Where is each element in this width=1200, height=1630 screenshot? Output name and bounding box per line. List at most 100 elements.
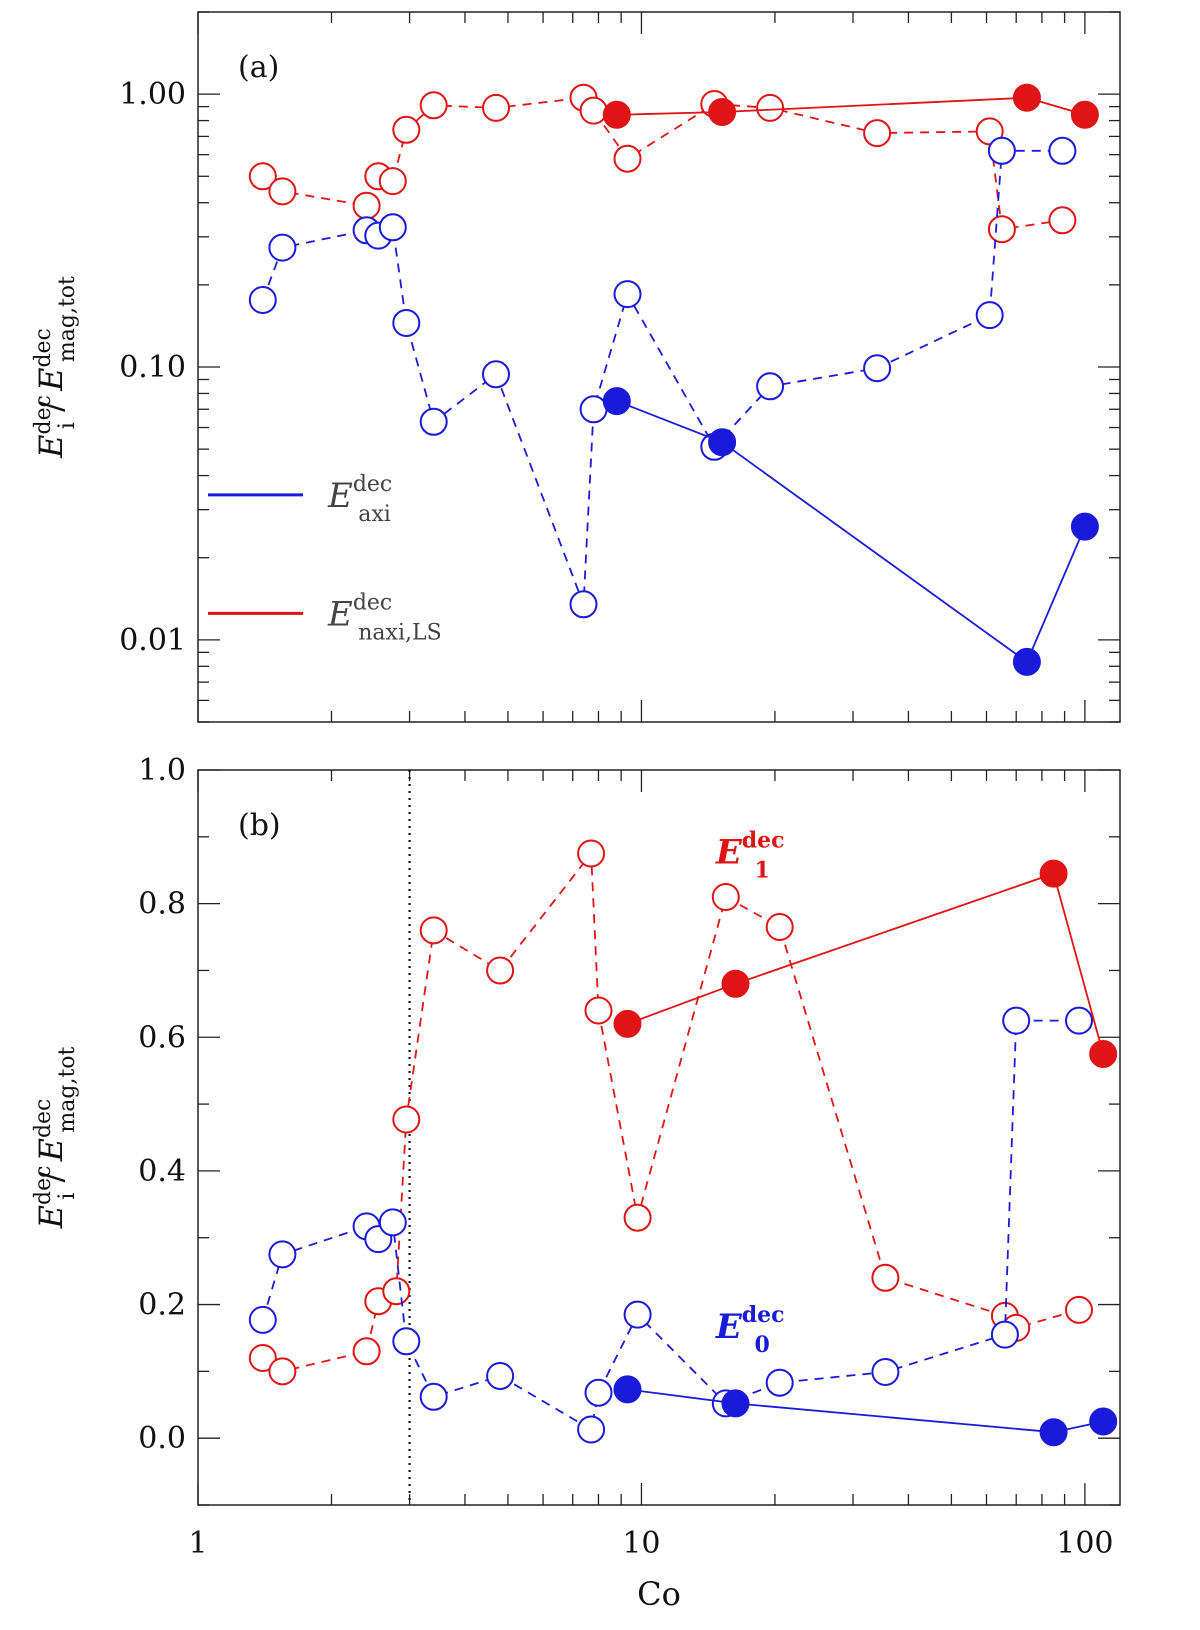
data-point <box>419 407 448 436</box>
series-annotation: Edec 0 <box>715 1302 785 1358</box>
data-point <box>482 360 510 389</box>
data-point <box>708 98 737 126</box>
data-point <box>352 1337 381 1366</box>
data-point <box>482 93 510 122</box>
data-point <box>1012 83 1041 112</box>
data-point <box>579 96 608 125</box>
panel-label: (b) <box>238 808 281 843</box>
data-point <box>602 100 631 129</box>
data-point <box>1012 647 1041 676</box>
plot-frame <box>197 769 1121 1506</box>
data-point <box>268 1357 297 1386</box>
data-point <box>268 177 297 206</box>
data-point <box>1065 1295 1093 1324</box>
y-tick-label: 0.6 <box>138 1020 186 1055</box>
data-point <box>990 1320 1019 1349</box>
data-point <box>721 1389 750 1418</box>
data-point <box>569 590 598 619</box>
data-point <box>378 1208 407 1237</box>
data-point <box>708 428 737 457</box>
data-point <box>392 1105 421 1134</box>
x-tick-label: 10 <box>622 1526 660 1561</box>
data-point <box>613 1009 642 1038</box>
legend: Edec axi Edec naxi,LS <box>208 472 442 645</box>
data-point <box>756 93 785 122</box>
data-point <box>1039 859 1068 888</box>
data-point <box>1089 1407 1118 1436</box>
y-axis-label: Edeci / Edecmag,tot <box>31 1046 80 1229</box>
data-point <box>1089 1040 1118 1068</box>
data-point <box>378 213 407 242</box>
data-point <box>577 839 606 868</box>
data-point <box>248 1344 277 1372</box>
data-point <box>613 1375 642 1404</box>
data-point <box>765 1368 794 1397</box>
data-point <box>863 354 892 383</box>
data-point <box>579 395 608 424</box>
y-tick-label: 1.0 <box>138 753 186 788</box>
data-point <box>1065 1006 1093 1035</box>
legend-entry-label: Edec naxi,LS <box>327 590 442 645</box>
data-point <box>248 1305 277 1334</box>
x-tick-label: 100 <box>1056 1526 1113 1561</box>
data-point <box>756 372 785 401</box>
data-point <box>602 387 631 416</box>
data-point <box>584 1378 613 1407</box>
data-point <box>623 1203 652 1232</box>
data-point <box>711 883 740 911</box>
data-point <box>613 144 642 173</box>
series-line <box>616 96 1086 116</box>
x-tick-label: 1 <box>188 1526 207 1561</box>
series-line <box>627 1388 1104 1434</box>
panel-b: 1 10 100 0.0 0.2 0.4 0.6 0.8 1.0 Edeci / Edecmag,… <box>31 753 1121 1613</box>
data-point <box>392 115 421 144</box>
series-annotation: Edec 1 <box>715 828 785 884</box>
data-point <box>871 1358 900 1386</box>
data-point <box>871 1263 900 1292</box>
data-point <box>392 1327 421 1356</box>
data-point <box>623 1300 652 1329</box>
data-point <box>419 1382 448 1411</box>
panel-label: (a) <box>238 50 279 85</box>
data-point <box>486 956 515 985</box>
y-tick-label: 1.00 <box>119 77 186 112</box>
data-point <box>382 1277 411 1306</box>
series-line <box>627 872 1105 1055</box>
data-point <box>721 969 750 998</box>
data-point <box>975 301 1004 330</box>
data-point <box>352 191 381 220</box>
data-point <box>248 162 277 191</box>
data-point <box>248 286 277 314</box>
y-tick-label: 0.01 <box>119 623 186 658</box>
data-point <box>577 1415 606 1444</box>
data-point <box>863 119 892 148</box>
data-point <box>419 916 448 945</box>
data-point <box>765 913 794 941</box>
data-point <box>613 280 642 309</box>
y-tick-label: 0.10 <box>119 350 186 385</box>
data-point <box>486 1362 515 1390</box>
data-point <box>1039 1418 1068 1447</box>
data-point <box>1070 512 1099 541</box>
data-point <box>584 996 613 1025</box>
y-axis-label: Edeci / Edecmag,tot <box>31 276 80 459</box>
data-point <box>378 167 407 196</box>
data-point <box>268 1240 297 1269</box>
y-tick-label: 0.4 <box>138 1154 186 1189</box>
y-tick-label: 0.2 <box>138 1288 186 1323</box>
y-tick-label: 0.0 <box>138 1421 186 1456</box>
data-point <box>987 215 1016 244</box>
legend-entry-label: Edec axi <box>327 472 392 527</box>
data-point <box>268 233 297 262</box>
data-point <box>1002 1006 1031 1035</box>
series-line <box>616 400 1086 664</box>
data-point <box>419 91 448 120</box>
data-point <box>1048 206 1077 235</box>
y-tick-label: 0.8 <box>138 887 186 922</box>
data-point <box>392 309 421 337</box>
panel-a: 0.01 0.10 1.00 Edeci / Edecmag,tot (a) Edec ax… <box>31 11 1121 723</box>
x-axis-label: Co <box>637 1575 681 1613</box>
data-point <box>987 136 1016 165</box>
data-point <box>1048 136 1077 165</box>
